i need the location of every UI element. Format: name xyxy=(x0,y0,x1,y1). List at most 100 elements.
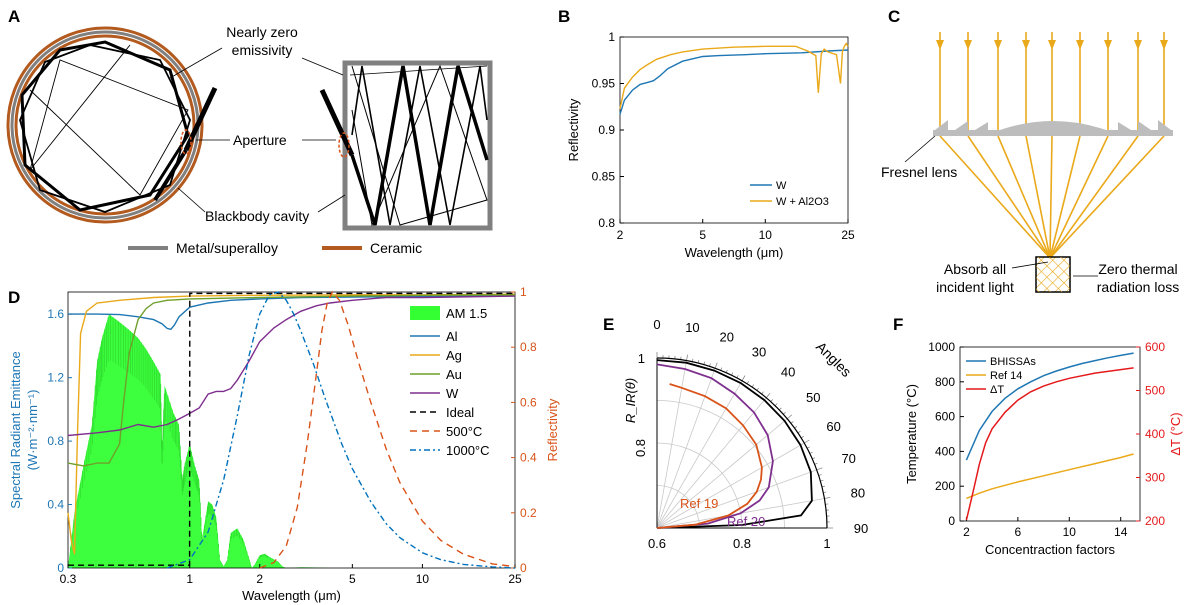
y-left-tick-label: 0 xyxy=(57,561,64,575)
focused-ray xyxy=(1049,135,1165,259)
legend-label: ΔT xyxy=(990,384,1004,396)
x-tick-label: 25 xyxy=(841,228,855,242)
angle-minor-tick xyxy=(714,362,718,369)
annotation-fresnel-lens: Fresnel lens xyxy=(881,164,957,180)
series-line xyxy=(259,290,516,569)
x-tick-label: 1 xyxy=(186,572,193,586)
y-tick-label: 1 xyxy=(608,30,615,44)
legend-label-am15: AM 1.5 xyxy=(446,306,487,321)
legend-label: Ag xyxy=(446,348,462,363)
am15-area xyxy=(68,314,330,568)
angle-minor-tick xyxy=(824,497,831,499)
angle-minor-tick xyxy=(804,439,810,444)
y-right-tick-label: 600 xyxy=(1145,340,1165,354)
angle-tick-label: 0 xyxy=(653,317,660,332)
legend-label-metal: Metal/superalloy xyxy=(176,240,278,256)
y-left-tick-label: 800 xyxy=(935,375,955,389)
focused-ray xyxy=(1049,135,1109,259)
y-right-tick-label: 500 xyxy=(1145,384,1165,398)
angle-minor-tick xyxy=(766,392,771,398)
annotation-nearly-zero: Nearly zero xyxy=(226,24,298,40)
y-tick-label: 0.8 xyxy=(598,216,615,230)
panel-d: D 00.40.81.21.600.20.40.60.810.3 1 2 5 10 25W… xyxy=(8,285,560,603)
x-tick-label: 10 xyxy=(416,572,430,586)
annotation-radiation-loss: radiation loss xyxy=(1097,279,1180,295)
angle-tick-label: 10 xyxy=(685,320,699,335)
series-line xyxy=(656,359,813,529)
r-axis-tick-label: 0.8 xyxy=(633,439,648,457)
angle-gridline xyxy=(656,368,716,529)
panel-e-letter: E xyxy=(603,315,614,334)
x-tick-label: 2 xyxy=(256,572,263,586)
annotation-absorb-all: Absorb all xyxy=(944,261,1006,277)
angle-tick-label: 80 xyxy=(851,486,865,501)
series-line xyxy=(965,367,1134,521)
y-right-tick-label: 1 xyxy=(520,285,527,299)
y-left-tick-label: 0.8 xyxy=(47,434,64,448)
panel-a-letter: A xyxy=(8,7,20,26)
y-left-tick-label: 1000 xyxy=(928,340,955,354)
ray-arrow xyxy=(1022,40,1030,50)
y-left-axis-label: Spectral Radiant Emittance xyxy=(8,351,23,509)
annotation-aperture: Aperture xyxy=(233,132,287,148)
y-left-axis-unit: (W·m⁻²·nm⁻¹) xyxy=(25,390,40,471)
x-tick-label: 0.3 xyxy=(60,572,77,586)
ray-arrow xyxy=(1104,40,1112,50)
legend-label: Ideal xyxy=(446,405,474,420)
angle-gridline xyxy=(656,469,817,529)
ray-arrow xyxy=(1076,40,1084,50)
angle-gridline xyxy=(656,380,743,529)
series-line xyxy=(67,295,516,437)
focused-ray xyxy=(1049,135,1139,259)
y-left-tick-label: 200 xyxy=(935,479,955,493)
angle-minor-tick xyxy=(787,414,793,419)
y-left-tick-label: 0.4 xyxy=(47,498,64,512)
focused-ray xyxy=(939,135,1051,259)
x-axis-label: Concentraction factors xyxy=(985,542,1116,557)
y-right-tick-label: 400 xyxy=(1145,427,1165,441)
y-right-tick-label: 200 xyxy=(1145,514,1165,528)
circular-cavity-drawing xyxy=(6,26,218,224)
angle-gridline xyxy=(656,418,788,529)
x-tick-label: 5 xyxy=(699,228,706,242)
square-cavity-drawing xyxy=(319,60,493,231)
x-tick-label: 10 xyxy=(1063,525,1077,539)
angle-tick-label: 50 xyxy=(806,390,820,405)
angle-gridline xyxy=(656,397,767,529)
r-tick-label: 0.8 xyxy=(733,536,751,551)
x-tick-label: 5 xyxy=(349,572,356,586)
focused-ray xyxy=(1049,135,1053,259)
angle-tick-label: 20 xyxy=(720,329,734,344)
series-line xyxy=(966,453,1134,500)
x-axis-label: Wavelength (μm) xyxy=(242,588,341,603)
series-label-ref19: Ref 19 xyxy=(680,496,718,511)
legend-label: 1000°C xyxy=(446,443,490,458)
ray-arrow xyxy=(1048,40,1056,50)
x-tick-label: 2 xyxy=(617,228,624,242)
r-gridline xyxy=(656,400,785,529)
x-tick-label: 10 xyxy=(759,228,773,242)
angle-minor-tick xyxy=(686,354,688,361)
ray-arrow xyxy=(964,40,972,50)
r-axis-label: R_IR(θ) xyxy=(623,378,638,423)
series-line xyxy=(67,294,516,467)
y-left-tick-label: 400 xyxy=(935,444,955,458)
x-axis-label: Wavelength (μm) xyxy=(685,245,784,260)
annotation-emissivity: emissivity xyxy=(232,42,293,58)
ray-arrow xyxy=(1134,40,1142,50)
r-tick-label: 0.6 xyxy=(648,536,666,551)
annotation-blackbody-cavity: Blackbody cavity xyxy=(205,208,309,224)
panel-f-letter: F xyxy=(893,315,903,334)
focused-ray xyxy=(1049,135,1081,259)
y-left-axis-label: Temperature (°C) xyxy=(904,384,919,484)
angle-tick-label: 60 xyxy=(826,419,840,434)
panel-f: F 0 200 400 600 800 1000 200 300 400 500 600 2 6 10 14… xyxy=(893,315,1183,557)
panel-c-letter: C xyxy=(888,7,900,26)
y-right-tick-label: 0.2 xyxy=(520,506,537,520)
axes-box xyxy=(67,291,516,569)
ray-arrow xyxy=(994,40,1002,50)
legend-label: 500°C xyxy=(446,424,482,439)
